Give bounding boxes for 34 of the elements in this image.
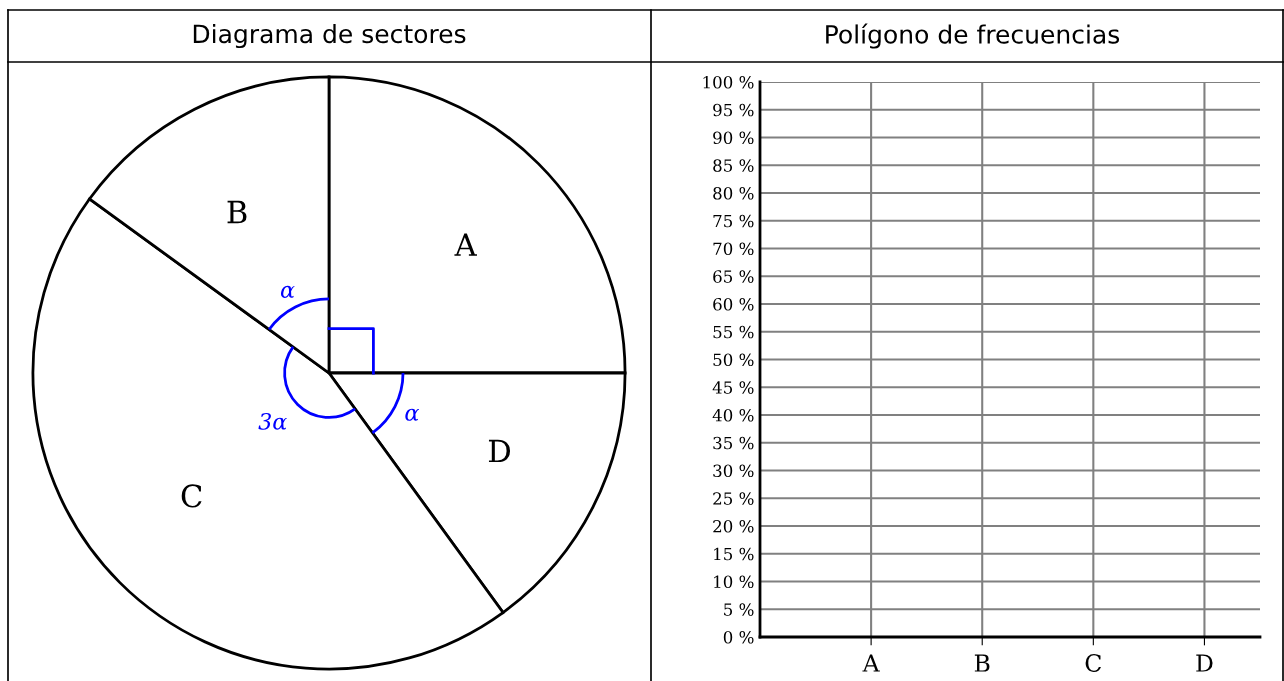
y-tick-label: 100 % — [703, 75, 754, 89]
slice-label: A — [454, 233, 477, 256]
y-tick-label: 15 % — [714, 547, 754, 561]
chart-title: Polígono de frecuencias — [826, 23, 1120, 49]
y-tick-label: 40 % — [712, 408, 754, 422]
y-tick-label: 90 % — [713, 131, 754, 145]
x-tick-label: A — [862, 654, 880, 672]
y-tick-label: 95 % — [713, 103, 754, 117]
y-tick-label: 0 % — [723, 630, 754, 644]
y-tick-label: 85 % — [713, 159, 754, 172]
y-tick-label: 55 % — [713, 325, 754, 339]
y-tick-label: 20 % — [713, 519, 754, 533]
x-tick-label: B — [974, 654, 990, 672]
text: α — [405, 408, 419, 421]
y-tick-label: 70 % — [713, 242, 754, 256]
y-tick-label: 80 % — [713, 186, 754, 200]
y-tick-label: 65 % — [713, 270, 754, 283]
y-tick-label: 50 % — [713, 353, 754, 367]
y-tick-label: 45 % — [712, 381, 754, 394]
text: 3α — [258, 412, 287, 430]
slice-label: C — [181, 484, 202, 508]
y-tick-label: 60 % — [713, 297, 754, 311]
text: α — [280, 285, 295, 298]
chart-title: Diagrama de sectores — [193, 23, 466, 49]
y-tick-label: 25 % — [713, 492, 754, 505]
slice-label: D — [488, 439, 511, 463]
y-tick-label: 5 % — [724, 603, 754, 616]
y-tick-label: 10 % — [714, 575, 754, 589]
x-tick-label: D — [1196, 654, 1213, 672]
slice-label: B — [227, 200, 247, 224]
y-tick-label: 35 % — [713, 436, 754, 450]
y-tick-label: 75 % — [713, 214, 754, 228]
y-tick-label: 30 % — [713, 464, 754, 478]
x-tick-label: C — [1085, 654, 1101, 672]
